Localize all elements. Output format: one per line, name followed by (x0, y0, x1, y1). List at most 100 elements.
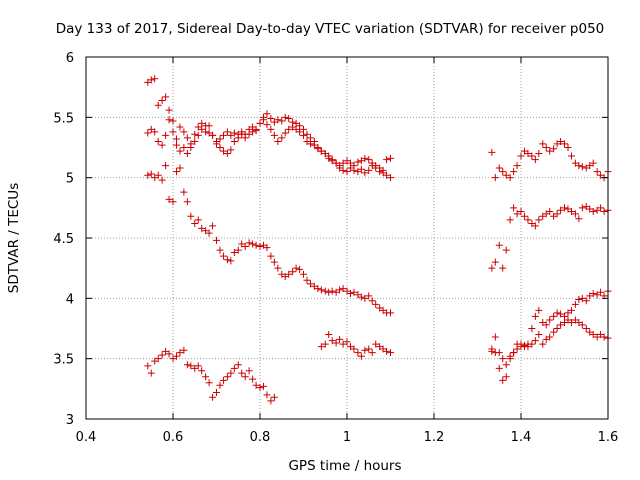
x-tick-label: 1 (343, 430, 351, 445)
data-point-a (169, 128, 177, 136)
data-point-c (219, 252, 227, 260)
data-point-b (227, 146, 235, 154)
y-axis-label: SDTVAR / TECUs (6, 183, 22, 293)
data-point-b (162, 93, 170, 101)
data-point-a (296, 128, 304, 136)
data-point-d (234, 361, 242, 369)
data-point-d (209, 393, 217, 401)
data-point-b (350, 162, 358, 170)
data-point-a (285, 115, 293, 123)
data-point-b (209, 131, 217, 139)
data-point-h (582, 297, 590, 305)
data-point-a (383, 171, 391, 179)
data-point-a (339, 166, 347, 174)
data-point-g (575, 215, 583, 223)
data-point-f (550, 145, 558, 153)
data-point-b (198, 125, 206, 133)
data-point-h (542, 321, 550, 329)
data-point-b (187, 144, 195, 151)
data-point-f (575, 162, 583, 170)
data-point-h (502, 361, 510, 369)
x-tick-label: 1.4 (511, 430, 532, 445)
data-point-g (553, 210, 561, 218)
data-point-c (346, 290, 354, 298)
data-point-i (520, 341, 528, 349)
data-point-d (176, 349, 184, 357)
data-point-a (191, 130, 199, 138)
data-point-i (488, 347, 496, 355)
data-point-g (546, 207, 554, 215)
data-point-c (172, 168, 180, 176)
data-points (144, 75, 612, 405)
data-point-b (303, 130, 311, 138)
data-point-f (578, 163, 586, 171)
data-point-g (524, 216, 532, 224)
data-point-b (300, 125, 307, 133)
data-point-f (539, 140, 547, 148)
data-point-d (249, 375, 257, 383)
data-point-b (165, 106, 173, 114)
data-point-f (517, 152, 525, 160)
data-point-c (205, 229, 213, 237)
data-point-i (513, 340, 521, 348)
data-point-b (321, 150, 329, 158)
data-point-c (154, 171, 162, 179)
data-point-d (216, 381, 224, 389)
data-point-b (379, 166, 387, 174)
data-point-c (321, 287, 329, 295)
data-point-d (267, 397, 275, 405)
data-point-a (223, 128, 231, 136)
data-point-d (238, 369, 246, 377)
data-point-g (578, 204, 586, 212)
data-point-b (306, 134, 314, 142)
data-point-c (223, 256, 231, 264)
y-tick-label: 3 (66, 413, 74, 428)
data-point-b (205, 122, 213, 130)
data-point-i (491, 349, 499, 357)
data-point-c (216, 246, 224, 254)
data-point-i (510, 349, 518, 357)
data-point-b (158, 96, 166, 104)
data-point-g (495, 241, 503, 249)
data-point-c (213, 236, 220, 244)
data-point-c (234, 246, 242, 254)
data-point-h (550, 312, 558, 320)
data-point-b (234, 134, 242, 142)
data-point-b (361, 154, 369, 162)
data-point-g (535, 216, 543, 224)
data-point-b (241, 134, 249, 142)
data-point-h (575, 296, 583, 304)
data-point-d (205, 379, 213, 387)
data-point-c (194, 216, 202, 224)
data-point-b (183, 150, 191, 158)
data-point-h (499, 355, 507, 363)
data-point-f (506, 174, 514, 182)
x-tick-label: 1.2 (424, 430, 445, 445)
y-tick-label: 6 (66, 51, 74, 66)
data-point-a (387, 174, 394, 182)
data-point-d (227, 369, 235, 377)
data-point-b (230, 137, 238, 145)
data-point-f (491, 174, 499, 182)
data-point-c (147, 170, 155, 178)
data-point-c (289, 268, 297, 276)
data-point-b (383, 156, 391, 164)
data-point-d (158, 351, 166, 359)
data-point-h (557, 310, 565, 318)
data-point-h (561, 312, 568, 320)
data-point-a (154, 137, 162, 145)
data-point-b (317, 147, 325, 155)
data-point-f (495, 164, 503, 172)
x-tick-label: 0.6 (163, 430, 184, 445)
data-point-i (557, 321, 565, 329)
data-point-e (336, 335, 344, 343)
data-point-a (267, 115, 275, 123)
x-tick-label: 1.6 (598, 430, 619, 445)
y-tick-label: 5.5 (53, 111, 74, 126)
data-point-c (249, 240, 257, 248)
data-point-c (372, 300, 380, 308)
data-point-c (285, 270, 293, 278)
data-point-d (194, 362, 202, 370)
data-point-a (198, 119, 206, 127)
data-point-c (317, 286, 325, 294)
